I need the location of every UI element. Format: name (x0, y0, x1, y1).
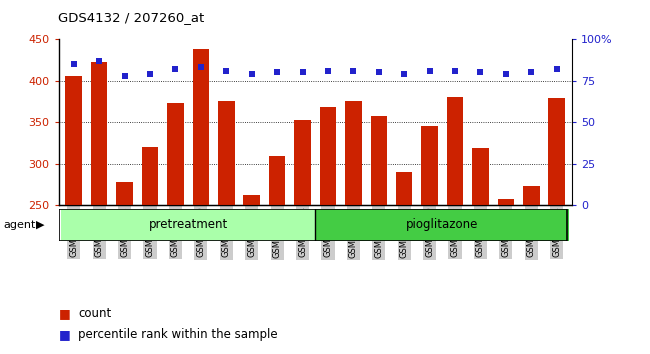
Point (323, 68, 333, 73)
Bar (192, 49, 209, 205)
Bar (498, 200, 514, 205)
Bar (345, 101, 361, 205)
Bar (320, 107, 336, 205)
Point (170, 66, 181, 72)
Text: ■: ■ (58, 307, 70, 320)
Bar (91, 62, 107, 205)
Point (399, 71, 410, 77)
Bar (396, 172, 413, 205)
Point (221, 68, 231, 73)
Bar (447, 97, 463, 205)
Point (196, 64, 206, 70)
Bar (370, 116, 387, 205)
Bar (269, 156, 285, 205)
Bar (142, 147, 159, 205)
Point (500, 71, 511, 77)
Point (348, 68, 359, 73)
Text: ■: ■ (58, 328, 70, 341)
Bar (244, 194, 260, 205)
Text: GDS4132 / 207260_at: GDS4132 / 207260_at (58, 11, 205, 24)
Point (450, 68, 460, 73)
Point (68, 61, 79, 67)
Point (145, 71, 155, 77)
Text: pioglitazone: pioglitazone (406, 218, 478, 231)
Point (552, 66, 562, 72)
Text: agent: agent (3, 220, 36, 230)
Bar (421, 126, 438, 205)
Point (120, 73, 130, 78)
Text: percentile rank within the sample: percentile rank within the sample (78, 328, 278, 341)
Point (475, 69, 486, 75)
Bar (472, 148, 489, 205)
Bar (66, 76, 82, 205)
Bar (549, 98, 565, 205)
Point (246, 71, 257, 77)
Point (297, 69, 307, 75)
Point (526, 69, 536, 75)
Point (424, 68, 435, 73)
Text: ▶: ▶ (36, 220, 44, 230)
Bar (294, 120, 311, 205)
Point (272, 69, 282, 75)
Text: pretreatment: pretreatment (148, 218, 228, 231)
Bar (523, 186, 540, 205)
Text: count: count (78, 307, 111, 320)
Bar (116, 182, 133, 205)
Point (94, 58, 105, 63)
Bar (167, 103, 184, 205)
Bar (61, 209, 315, 241)
Bar (218, 101, 235, 205)
Bar (315, 209, 569, 241)
Point (374, 69, 384, 75)
